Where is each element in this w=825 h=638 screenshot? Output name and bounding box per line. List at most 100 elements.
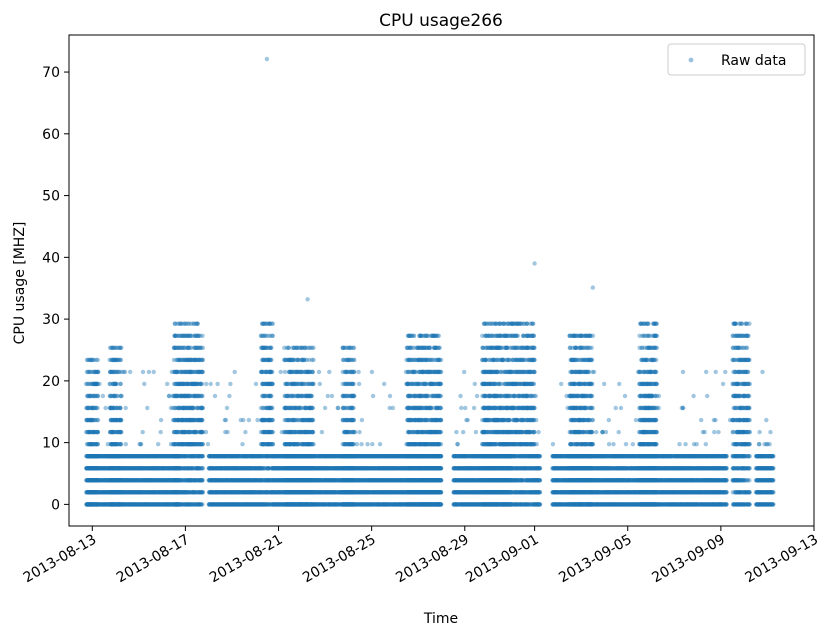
data-point bbox=[87, 490, 93, 495]
data-point bbox=[86, 502, 91, 507]
data-point bbox=[88, 466, 93, 471]
data-point bbox=[89, 502, 95, 507]
data-point bbox=[95, 490, 101, 495]
data-point bbox=[92, 466, 98, 471]
data-point bbox=[87, 502, 92, 507]
data-point bbox=[85, 454, 90, 459]
data-point bbox=[93, 490, 99, 495]
data-point bbox=[86, 466, 91, 471]
data-point bbox=[85, 490, 91, 495]
data-point bbox=[92, 466, 97, 471]
data-point bbox=[92, 454, 97, 459]
data-point bbox=[89, 502, 95, 507]
data-point bbox=[89, 466, 94, 471]
data-point bbox=[94, 466, 99, 471]
data-point bbox=[90, 502, 95, 507]
data-point bbox=[94, 502, 100, 507]
data-point bbox=[95, 454, 100, 459]
data-point bbox=[96, 490, 101, 495]
data-point bbox=[85, 466, 91, 471]
data-point bbox=[91, 502, 97, 507]
data-point bbox=[91, 466, 96, 471]
data-point bbox=[88, 454, 94, 459]
data-point bbox=[89, 454, 95, 459]
data-point bbox=[84, 454, 89, 459]
data-point bbox=[87, 478, 92, 483]
data-point bbox=[95, 478, 100, 483]
data-point bbox=[87, 490, 92, 495]
data-point bbox=[94, 490, 99, 495]
data-point bbox=[90, 478, 96, 483]
data-point bbox=[85, 466, 90, 471]
data-point bbox=[93, 502, 98, 507]
data-point bbox=[85, 502, 91, 507]
data-point bbox=[94, 502, 99, 507]
data-point bbox=[85, 490, 90, 495]
data-point bbox=[86, 454, 91, 459]
data-point bbox=[86, 478, 91, 483]
data-point bbox=[85, 478, 91, 483]
data-point bbox=[87, 466, 92, 471]
data-point bbox=[84, 478, 89, 483]
data-point bbox=[91, 478, 96, 483]
data-point bbox=[85, 502, 90, 507]
data-point bbox=[85, 454, 91, 459]
data-point bbox=[84, 466, 89, 471]
data-point bbox=[86, 502, 91, 507]
data-point bbox=[93, 466, 99, 471]
data-point bbox=[87, 490, 92, 495]
data-point bbox=[88, 490, 93, 495]
data-point bbox=[96, 478, 101, 483]
data-point bbox=[93, 502, 99, 507]
data-point bbox=[95, 454, 100, 459]
data-point bbox=[93, 478, 98, 483]
data-point bbox=[88, 454, 93, 459]
data-point bbox=[95, 502, 100, 507]
data-point bbox=[94, 490, 99, 495]
data-point bbox=[93, 466, 98, 471]
data-point bbox=[93, 454, 99, 459]
data-point bbox=[88, 454, 93, 459]
data-point bbox=[87, 502, 92, 507]
data-point bbox=[87, 478, 92, 483]
data-point bbox=[87, 502, 93, 507]
data-point bbox=[87, 466, 93, 471]
data-point bbox=[84, 478, 89, 483]
data-point bbox=[87, 466, 92, 471]
data-point bbox=[92, 478, 97, 483]
data-point bbox=[87, 454, 92, 459]
data-point bbox=[94, 454, 99, 459]
data-point bbox=[95, 478, 101, 483]
data-point bbox=[87, 454, 93, 459]
data-point bbox=[88, 478, 94, 483]
data-point bbox=[93, 502, 98, 507]
data-point bbox=[84, 454, 89, 459]
data-point bbox=[85, 490, 91, 495]
data-point bbox=[93, 490, 98, 495]
data-point bbox=[91, 478, 96, 483]
data-point bbox=[95, 502, 100, 507]
data-point bbox=[90, 490, 96, 495]
data-point bbox=[95, 466, 100, 471]
data-point bbox=[89, 466, 95, 471]
data-point bbox=[96, 454, 101, 459]
data-point bbox=[93, 490, 98, 495]
data-point bbox=[85, 466, 90, 471]
data-point bbox=[91, 502, 96, 507]
data-point bbox=[93, 466, 99, 471]
data-point bbox=[91, 490, 97, 495]
data-point bbox=[85, 454, 91, 459]
data-point bbox=[91, 454, 97, 459]
data-point bbox=[91, 466, 96, 471]
data-point bbox=[88, 490, 93, 495]
data-point bbox=[85, 502, 90, 507]
data-point bbox=[84, 502, 89, 507]
data-point bbox=[85, 466, 91, 471]
data-point bbox=[93, 490, 99, 495]
data-point bbox=[90, 466, 96, 471]
data-point bbox=[93, 478, 98, 483]
data-point bbox=[94, 454, 100, 459]
data-point bbox=[92, 490, 98, 495]
data-point bbox=[87, 502, 92, 507]
